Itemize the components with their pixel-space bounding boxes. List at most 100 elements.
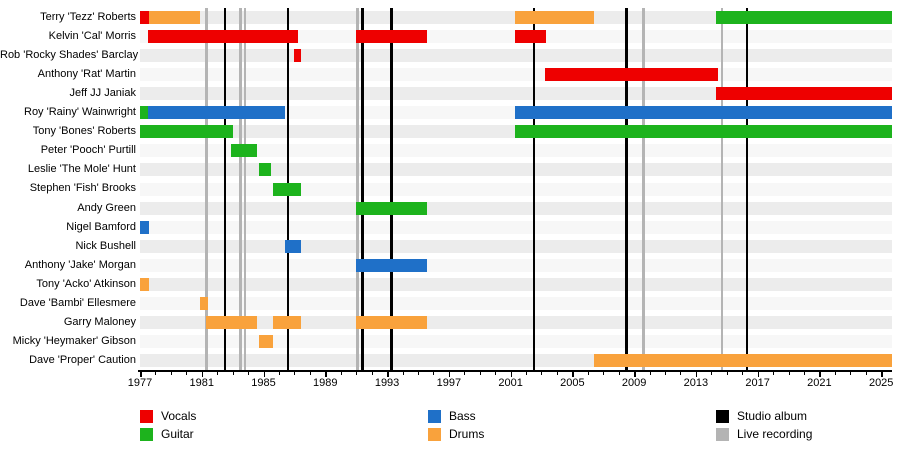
legend-swatch-bass [428, 410, 441, 423]
timeline-bar-drums [258, 334, 273, 348]
legend-swatch-vocals [140, 410, 153, 423]
timeline-bar-bass [147, 106, 286, 120]
axis-minor-tick [603, 372, 605, 375]
member-label: Rob 'Rocky Shades' Barclay [0, 49, 139, 62]
axis-major-tick [757, 372, 760, 377]
member-label: Peter 'Pooch' Purtill [40, 144, 136, 157]
member-label: Jeff JJ Janiak [69, 87, 136, 100]
axis-minor-tick [232, 372, 234, 375]
member-label: Anthony 'Jake' Morgan [24, 258, 136, 271]
timeline-bar-guitar [272, 182, 301, 196]
axis-minor-tick [402, 372, 404, 375]
axis-minor-tick [371, 372, 373, 375]
axis-major-tick [387, 372, 389, 377]
axis-minor-tick [587, 372, 589, 375]
member-label: Garry Maloney [63, 315, 136, 328]
axis-major-tick [819, 372, 821, 377]
member-label: Tony 'Bones' Roberts [32, 125, 136, 138]
axis-tick-label: 2005 [560, 377, 585, 389]
timeline-bar-vocals [515, 30, 547, 44]
axis-minor-tick [309, 372, 311, 375]
timeline-bar-bass [356, 258, 428, 272]
timeline-bar-vocals [356, 30, 428, 44]
legend-swatch-guitar [140, 428, 153, 441]
axis-tick-label: 2009 [621, 377, 647, 389]
legend-label-bass: Bass [449, 409, 476, 423]
live-recording-line [239, 8, 242, 370]
axis-minor-tick [665, 372, 666, 375]
member-label: Kelvin 'Cal' Morris [48, 30, 136, 43]
axis-minor-tick [248, 372, 250, 375]
legend-swatch-studio-album [716, 410, 729, 423]
row-band [140, 87, 892, 101]
axis-tick-label: 1993 [374, 377, 400, 389]
axis-tick-label: 1997 [436, 377, 462, 389]
row-band [140, 49, 892, 63]
axis-tick-label: 2013 [683, 377, 709, 389]
axis-minor-tick [711, 372, 713, 375]
axis-major-tick [572, 372, 574, 377]
row-band [140, 334, 892, 348]
member-label: Stephen 'Fish' Brooks [29, 182, 136, 195]
member-label: Nick Bushell [75, 239, 136, 252]
timeline-bar-vocals [147, 30, 298, 44]
row-band [140, 239, 892, 253]
studio-album-line [625, 8, 628, 370]
axis-minor-tick [294, 372, 296, 375]
axis-minor-tick [680, 372, 682, 375]
axis-minor-tick [340, 372, 342, 375]
legend-swatch-live-recording [716, 428, 729, 441]
member-label: Tony 'Acko' Atkinson [36, 277, 136, 290]
axis-minor-tick [526, 372, 528, 375]
row-band [140, 277, 892, 291]
axis-minor-tick [356, 372, 358, 375]
row-band [140, 201, 892, 215]
timeline-bar-vocals [715, 87, 892, 101]
member-label: Roy 'Rainy' Wainwright [24, 106, 136, 119]
row-band [140, 182, 892, 196]
timeline-bar-vocals [294, 49, 301, 63]
row-band [140, 258, 892, 272]
axis-tick-label: 1981 [189, 377, 215, 389]
axis-minor-tick [726, 372, 728, 375]
studio-album-line [532, 8, 535, 370]
axis-major-tick [325, 372, 327, 377]
timeline-bar-guitar [515, 125, 892, 139]
axis-minor-tick [556, 372, 558, 375]
axis-minor-tick [417, 372, 419, 375]
axis-minor-tick [541, 372, 543, 375]
axis-tick-label: 2001 [498, 377, 523, 389]
axis-tick-label: 2021 [807, 377, 832, 389]
timeline-bar-bass [140, 220, 150, 234]
row-band [140, 163, 892, 177]
row-band [140, 68, 892, 82]
studio-album-line [390, 8, 393, 370]
timeline-bar-guitar [356, 201, 428, 215]
axis-minor-tick [865, 372, 867, 375]
legend-label-drums: Drums [449, 427, 485, 441]
axis-major-tick [634, 372, 636, 377]
timeline-bar-drums [515, 11, 594, 25]
axis-major-tick [263, 372, 266, 377]
studio-album-line [361, 8, 364, 370]
axis-major-tick [201, 372, 204, 377]
timeline-bar-guitar [140, 106, 148, 120]
member-label: Micky 'Heymaker' Gibson [12, 334, 136, 347]
legend-label-vocals: Vocals [161, 409, 197, 423]
legend-label-guitar: Guitar [161, 427, 194, 441]
legend-label-studio-album: Studio album [737, 409, 808, 423]
timeline-bar-drums [140, 277, 150, 291]
axis-major-tick [881, 372, 883, 377]
axis-tick-label: 1977 [127, 377, 153, 389]
axis-minor-tick [788, 372, 790, 375]
member-label: Dave 'Proper' Caution [29, 353, 136, 366]
member-label: Nigel Bamford [66, 220, 136, 233]
member-label: Terry 'Tezz' Roberts [40, 11, 136, 23]
axis-minor-tick [170, 372, 172, 375]
row-band [140, 144, 892, 158]
live-recording-line [243, 8, 247, 370]
axis-minor-tick [433, 372, 435, 375]
legend-label-live-recording: Live recording [737, 427, 813, 441]
timeline-bar-drums [149, 11, 201, 25]
axis-minor-tick [850, 372, 852, 375]
